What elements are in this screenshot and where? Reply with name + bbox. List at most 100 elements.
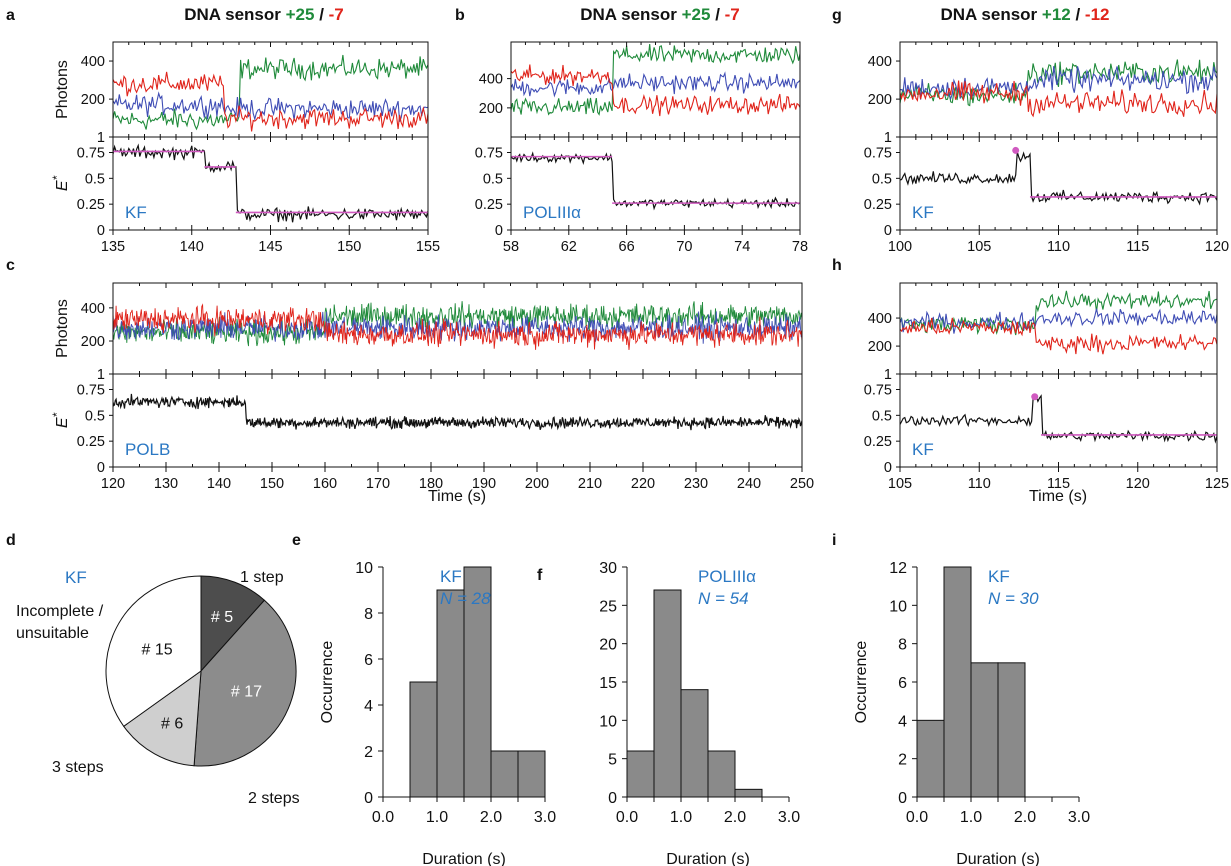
title-part: -7 <box>725 5 740 24</box>
x-tick-label: 180 <box>419 476 443 492</box>
y-tick-label: 0.75 <box>77 383 105 399</box>
pie-slice <box>193 599 297 767</box>
y-tick-label: 400 <box>868 54 892 70</box>
trace-blue <box>113 91 428 122</box>
y-tick-label: 0.25 <box>864 434 892 450</box>
panel-inner-label: KF <box>125 203 147 222</box>
trace-red <box>900 80 1217 118</box>
y-tick-label: 200 <box>868 92 892 108</box>
y-tick-label: 0 <box>495 223 503 239</box>
y-tick-label: 8 <box>898 637 907 654</box>
y-tick-label: 0.5 <box>85 408 105 424</box>
panel-letter: g <box>832 7 842 24</box>
trace-green <box>113 54 428 131</box>
panel-g: 100 105 110 115 120 1 200 400 0 0.25 0.5 0.75 KF <box>864 41 1229 255</box>
pie-panel-label: KF <box>65 568 87 587</box>
y-tick-label: 5 <box>608 752 617 769</box>
trace-blue <box>511 71 800 98</box>
x-tick-label: 200 <box>525 476 549 492</box>
estar-frame <box>899 136 1218 231</box>
photons-axis-label: Photons <box>54 60 71 119</box>
title-part: / <box>1071 5 1085 24</box>
y-tick-label: 2 <box>898 752 907 769</box>
y-tick-label: 6 <box>364 652 373 669</box>
title-part: +25 <box>682 5 711 24</box>
x-tick-label: 190 <box>472 476 496 492</box>
x-tick-label: 66 <box>619 239 635 255</box>
estar-axis-label: E* <box>50 413 71 429</box>
panel-letter: e <box>292 532 301 549</box>
y-tick-label: 400 <box>479 72 503 88</box>
panel-title: DNA sensor +12 / -12 <box>941 5 1110 24</box>
y-tick-label: 2 <box>364 744 373 761</box>
y-tick-label: 30 <box>599 560 617 577</box>
histogram-bar <box>517 750 546 798</box>
histogram-bar <box>943 566 972 798</box>
histogram-bar <box>436 589 465 798</box>
x-tick-label: 1.0 <box>670 809 692 826</box>
y-tick-label: 0 <box>97 223 105 239</box>
occurrence-axis-label: Occurrence <box>853 641 870 724</box>
title-part: DNA sensor <box>184 5 285 24</box>
x-tick-label: 2.0 <box>724 809 746 826</box>
x-tick-label: 120 <box>1126 476 1150 492</box>
histogram-i: 0 2 4 6 8 10 12 0.0 1.0 2.0 3.0 Duration (s) Occurre… <box>853 560 1090 866</box>
panel-a: 135 140 145 150 155 1 200 400 0 0.25 0.5 0.75 Photon… <box>50 41 440 255</box>
panel-letter: b <box>455 7 465 24</box>
y-tick-label: 0.25 <box>864 197 892 213</box>
panel-letter: h <box>832 257 842 274</box>
title-part: -7 <box>329 5 344 24</box>
x-tick-label: 240 <box>737 476 761 492</box>
duration-axis-label: Duration (s) <box>956 851 1040 866</box>
x-tick-label: 105 <box>888 476 912 492</box>
x-tick-label: 78 <box>792 239 808 255</box>
panel-letter: f <box>537 567 543 584</box>
histogram-bar <box>490 750 519 798</box>
hist-n-label: N = 30 <box>988 589 1039 608</box>
y-tick-label: 1 <box>97 367 105 383</box>
y-tick-label: 10 <box>599 713 617 730</box>
y-tick-label: 200 <box>81 334 105 350</box>
y-tick-label: 200 <box>479 101 503 117</box>
title-part: DNA sensor <box>941 5 1042 24</box>
trace-blue <box>900 308 1217 334</box>
hist-n-label: N = 28 <box>440 589 491 608</box>
title-part: DNA sensor <box>580 5 681 24</box>
y-tick-label: 0.75 <box>864 146 892 162</box>
x-tick-label: 115 <box>1126 239 1149 255</box>
pie-outer-label: 2 steps <box>248 790 300 807</box>
y-tick-label: 0 <box>884 223 892 239</box>
pie-chart: # 5 # 17 # 6 # 15 1 step 2 steps 3 steps Incomp… <box>16 568 300 807</box>
estar-axis-sup: * <box>50 413 64 418</box>
y-tick-label: 0 <box>97 460 105 476</box>
x-tick-label: 100 <box>888 239 912 255</box>
photon-frame <box>899 41 1218 138</box>
y-tick-label: 0.25 <box>77 434 105 450</box>
y-tick-label: 12 <box>889 560 907 577</box>
y-tick-label: 6 <box>898 675 907 692</box>
y-tick-label: 0.5 <box>872 408 892 424</box>
duration-axis-label: Duration (s) <box>422 851 506 866</box>
time-axis-label: Time (s) <box>428 488 486 505</box>
trace-estar <box>511 151 800 211</box>
y-tick-label: 0.5 <box>483 171 503 187</box>
panel-b: 58 62 66 70 74 78 200 400 0 0.25 0.5 0.75 POLIIIα <box>475 41 808 255</box>
title-part: +12 <box>1042 5 1071 24</box>
histogram-bar <box>734 788 763 798</box>
pie-slice-label: # 15 <box>141 641 172 658</box>
histogram-bar <box>680 689 709 798</box>
y-tick-label: 10 <box>355 560 373 577</box>
trace-estar <box>900 151 1217 206</box>
panel-inner-label: KF <box>912 203 934 222</box>
trace-red <box>511 64 800 117</box>
hist-label: KF <box>440 567 462 586</box>
x-tick-label: 3.0 <box>1068 809 1090 826</box>
pie-slice-label: # 5 <box>211 609 233 626</box>
panel-letter: i <box>832 532 836 549</box>
y-tick-label: 200 <box>868 339 892 355</box>
x-tick-label: 0.0 <box>616 809 638 826</box>
x-tick-label: 70 <box>676 239 692 255</box>
x-tick-label: 1.0 <box>426 809 448 826</box>
x-tick-label: 58 <box>503 239 519 255</box>
